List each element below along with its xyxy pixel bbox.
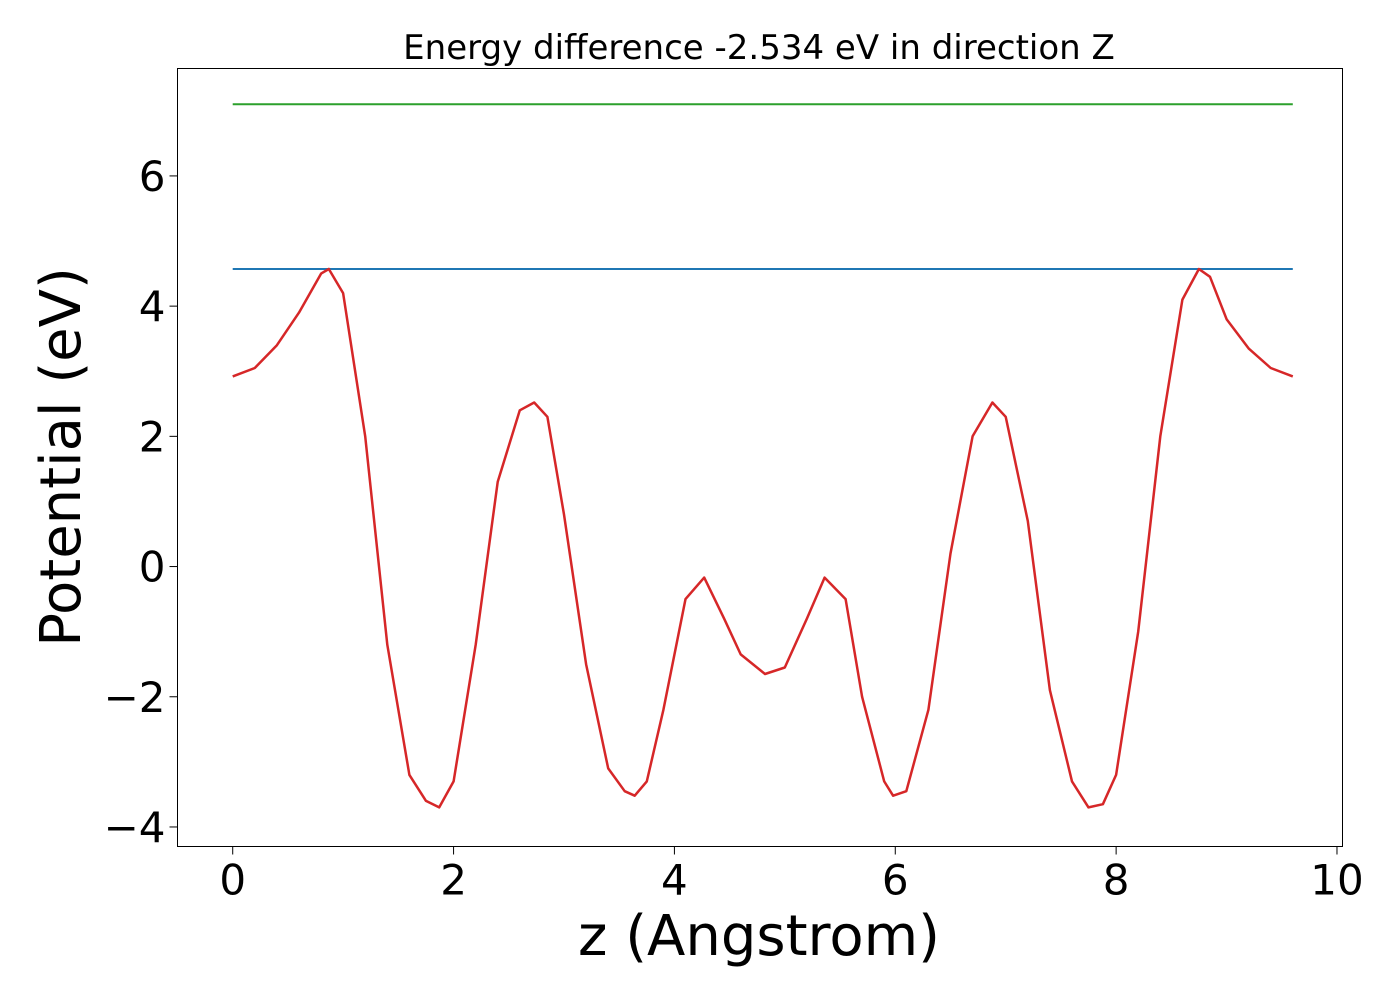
y-tick-label: 2	[139, 412, 166, 461]
x-axis-ticks: 0 2 4 6 8 10	[219, 846, 1364, 905]
y-tick-label: −2	[104, 673, 166, 722]
y-axis-label: Potential (eV)	[29, 267, 94, 647]
x-axis-label: z (Angstrom)	[578, 904, 940, 969]
plot-frame	[177, 68, 1343, 847]
chart-title: Energy difference -2.534 eV in direction…	[403, 28, 1115, 68]
x-tick-label: 8	[1103, 856, 1130, 905]
x-tick-label: 4	[661, 856, 688, 905]
x-tick-label: 0	[219, 856, 246, 905]
potential-curve	[232, 267, 1294, 809]
series-layer	[232, 103, 1294, 809]
x-tick-label: 6	[882, 856, 909, 905]
x-tick-label: 10	[1310, 856, 1363, 905]
y-tick-label: 0	[139, 543, 166, 592]
y-tick-label: 4	[139, 282, 166, 331]
x-tick-label: 2	[440, 856, 467, 905]
y-axis-ticks: −4 −2 0 2 4 6	[104, 152, 178, 852]
y-tick-label: 6	[139, 152, 166, 201]
y-tick-label: −4	[104, 803, 166, 852]
